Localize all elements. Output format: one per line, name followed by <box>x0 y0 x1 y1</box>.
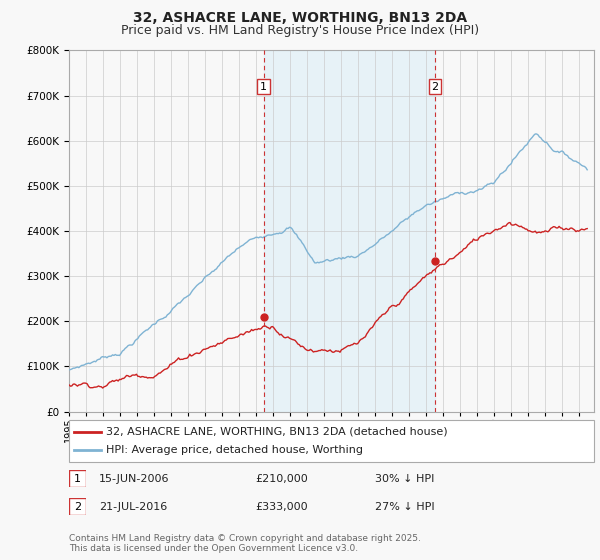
FancyBboxPatch shape <box>69 470 86 487</box>
Text: HPI: Average price, detached house, Worthing: HPI: Average price, detached house, Wort… <box>106 445 363 455</box>
Text: Price paid vs. HM Land Registry's House Price Index (HPI): Price paid vs. HM Land Registry's House … <box>121 24 479 36</box>
Text: 27% ↓ HPI: 27% ↓ HPI <box>375 502 434 512</box>
Text: 30% ↓ HPI: 30% ↓ HPI <box>375 474 434 484</box>
Text: 2: 2 <box>431 82 439 91</box>
Text: 15-JUN-2006: 15-JUN-2006 <box>99 474 170 484</box>
Text: 32, ASHACRE LANE, WORTHING, BN13 2DA: 32, ASHACRE LANE, WORTHING, BN13 2DA <box>133 11 467 25</box>
FancyBboxPatch shape <box>69 498 86 515</box>
Text: 32, ASHACRE LANE, WORTHING, BN13 2DA (detached house): 32, ASHACRE LANE, WORTHING, BN13 2DA (de… <box>106 427 448 437</box>
Text: 21-JUL-2016: 21-JUL-2016 <box>99 502 167 512</box>
Text: Contains HM Land Registry data © Crown copyright and database right 2025.
This d: Contains HM Land Registry data © Crown c… <box>69 534 421 553</box>
Text: 1: 1 <box>260 82 267 91</box>
Text: £210,000: £210,000 <box>255 474 308 484</box>
Text: 1: 1 <box>74 474 81 484</box>
Text: 2: 2 <box>74 502 81 512</box>
Text: £333,000: £333,000 <box>255 502 308 512</box>
Bar <box>263 50 435 412</box>
